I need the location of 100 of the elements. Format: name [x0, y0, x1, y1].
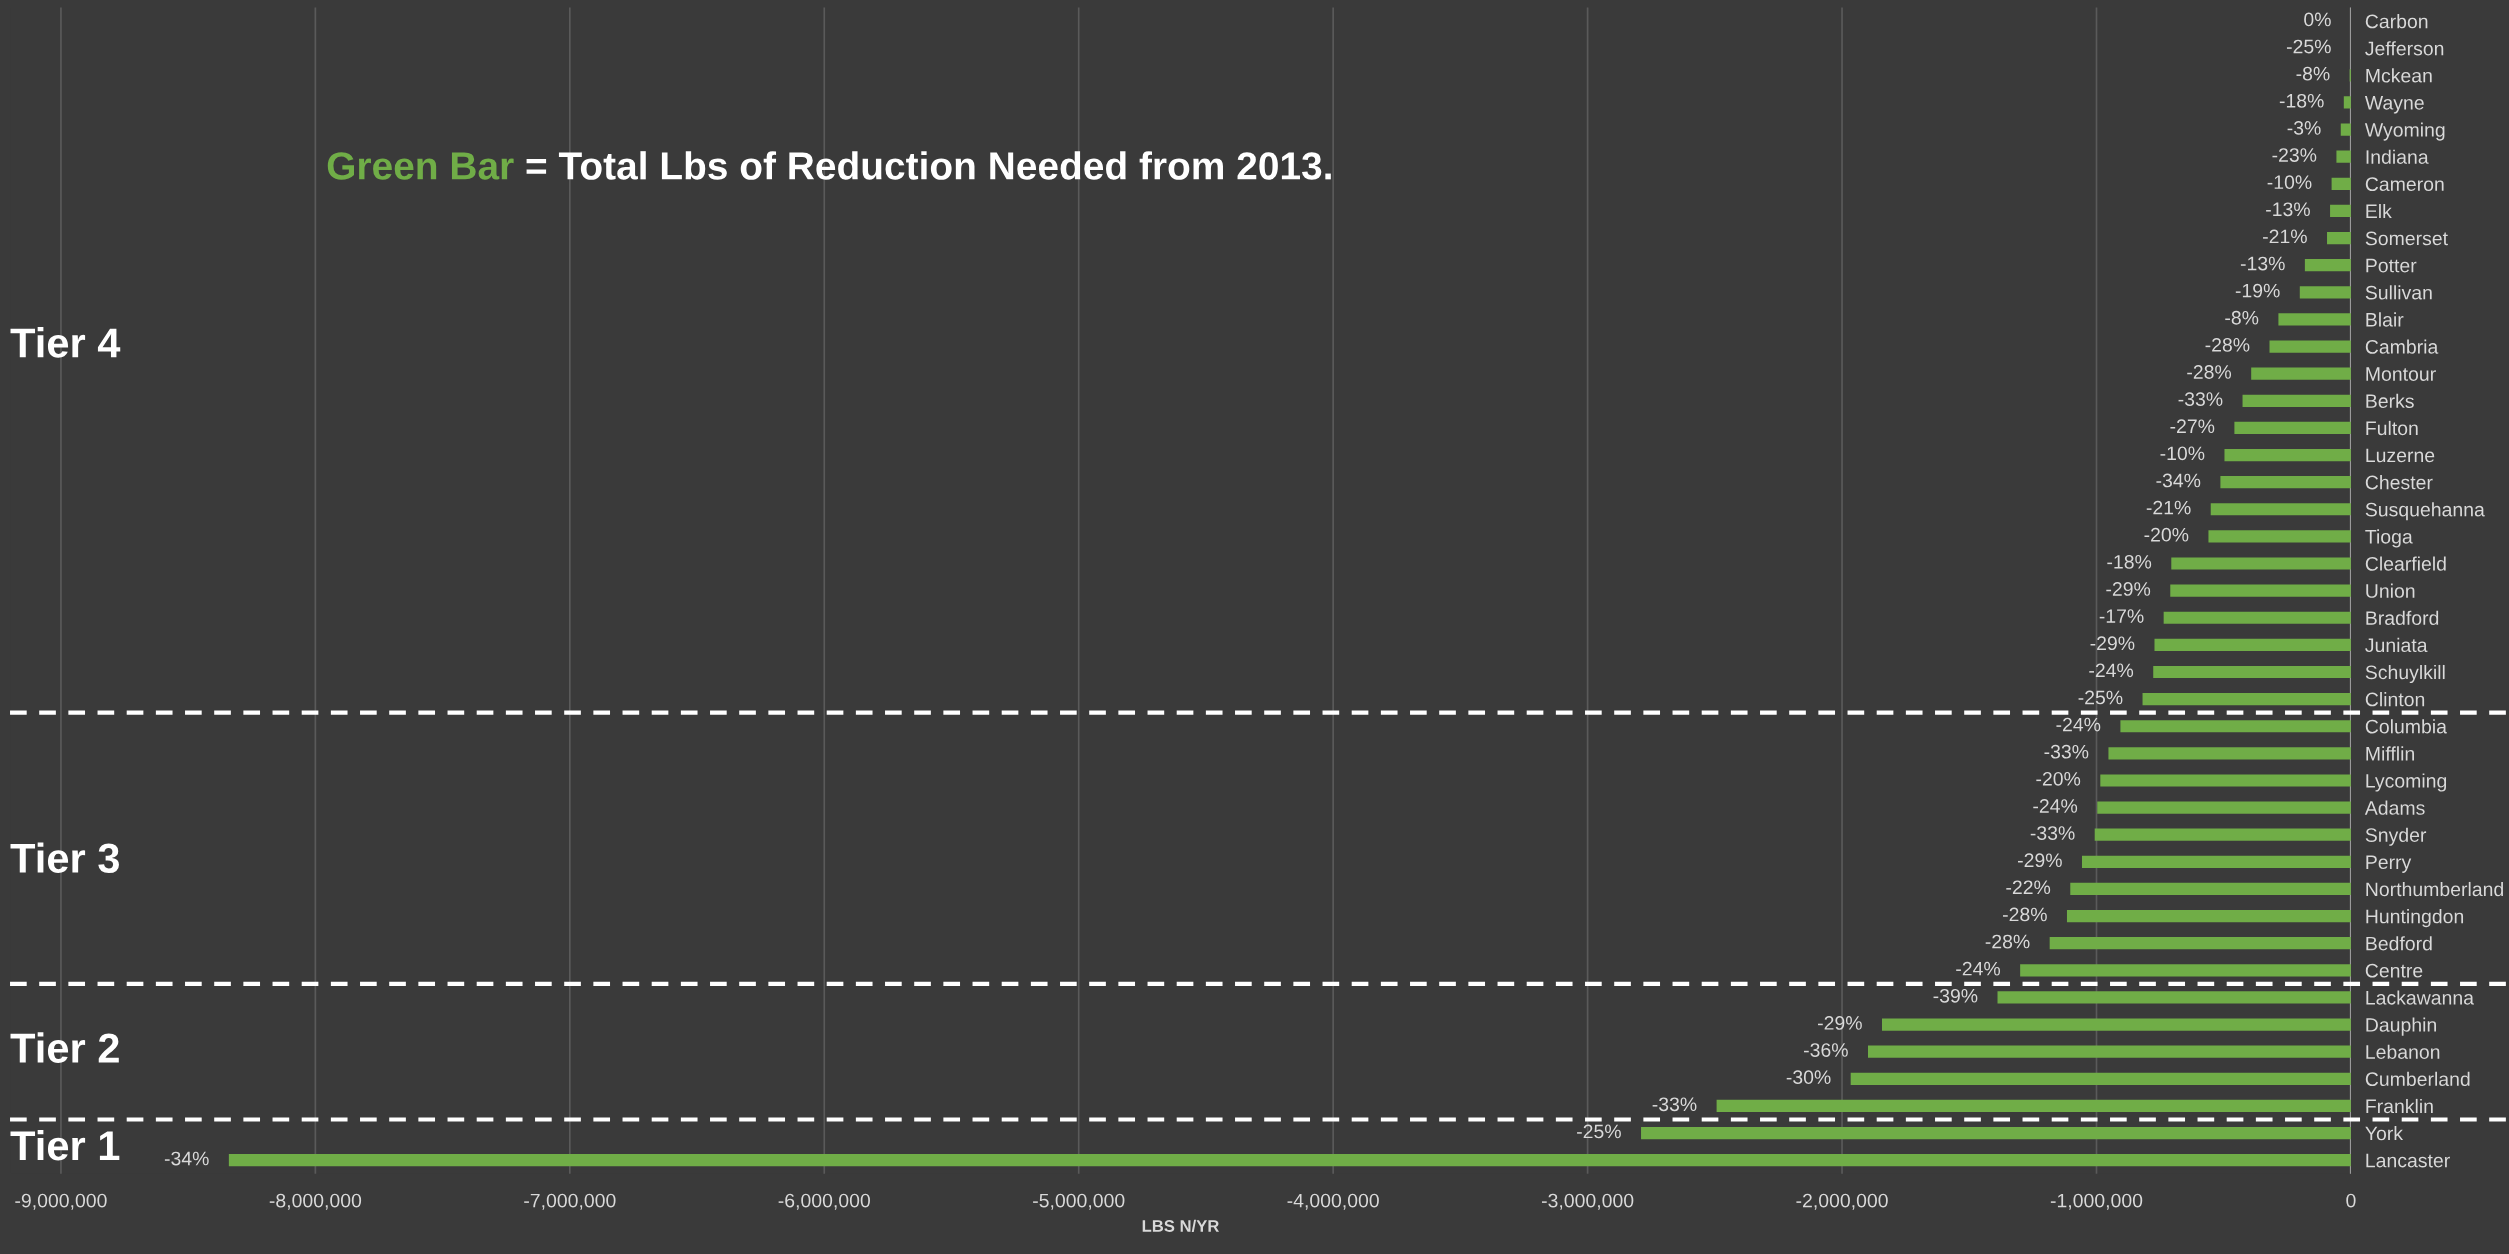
y-tick-label: Jefferson — [2365, 41, 2444, 56]
annotation: -24% — [2033, 799, 2078, 813]
annotation: -13% — [2266, 202, 2310, 217]
x-tick-label: 0 — [2346, 1193, 2356, 1208]
annotation: -25% — [1577, 1124, 1621, 1139]
annotation: -10% — [2160, 446, 2205, 461]
annotation: -34% — [2156, 473, 2201, 488]
annotation: -29% — [2090, 636, 2135, 651]
y-tick-label: Montour — [2366, 367, 2436, 381]
annotation: -21% — [2263, 229, 2307, 244]
y-tick-label: Cambria — [2365, 339, 2439, 354]
y-tick-label: Indiana — [2366, 149, 2429, 164]
y-tick-label: Northumberland — [2366, 881, 2503, 897]
annotation: -33% — [2044, 744, 2089, 759]
annotation: -29% — [2106, 582, 2151, 596]
annotation: -28% — [2205, 337, 2250, 352]
y-tick-label: Lackawanna — [2366, 990, 2475, 1005]
annotation: Tier 1 — [10, 1129, 120, 1161]
y-tick-label: Mifflin — [2366, 746, 2414, 761]
y-tick-label: Berks — [2366, 393, 2414, 409]
y-tick-label: Snyder — [2365, 827, 2427, 846]
annotation: -36% — [1804, 1043, 1848, 1057]
y-tick-label: Franklin — [2366, 1098, 2433, 1114]
y-tick-label: Luzerne — [2366, 448, 2435, 463]
annotation: -27% — [2170, 419, 2215, 434]
y-tick-label: Lycoming — [2366, 773, 2447, 792]
annotation: -21% — [2146, 500, 2191, 515]
annotation: -25% — [2078, 690, 2123, 705]
x-tick-label: -4,000,000 — [1287, 1193, 1379, 1210]
y-tick-label: Huntingdon — [2366, 909, 2464, 928]
y-tick-label: Adams — [2364, 800, 2425, 815]
y-tick-label: Elk — [2366, 203, 2392, 218]
annotation: -23% — [2272, 148, 2317, 162]
annotation: -28% — [2187, 365, 2232, 379]
annotation: -33% — [2178, 392, 2223, 406]
annotation: -8% — [2296, 66, 2330, 81]
annotation: -24% — [1956, 961, 2001, 976]
x-axis-title: LBS N/YR — [1142, 1219, 1220, 1233]
x-tick-label: -9,000,000 — [15, 1193, 107, 1210]
y-tick-label: Carbon — [2365, 14, 2428, 29]
annotation: = Total Lbs of Reduction Needed from 2013. — [526, 151, 1331, 180]
annotation: -17% — [2099, 609, 2144, 623]
annotation: -39% — [1933, 988, 1978, 1003]
y-tick-label: Bradford — [2366, 610, 2439, 625]
x-tick-label: -7,000,000 — [524, 1193, 616, 1210]
y-tick-label: Wyoming — [2364, 122, 2445, 141]
annotation: -18% — [2107, 554, 2152, 569]
annotation: -30% — [1786, 1070, 1831, 1085]
y-tick-label: Schuylkill — [2365, 664, 2445, 684]
x-tick-label: -6,000,000 — [778, 1193, 870, 1210]
y-tick-label: Cumberland — [2365, 1071, 2470, 1087]
y-tick-label: Mckean — [2366, 68, 2432, 83]
x-tick-label: -8,000,000 — [269, 1193, 362, 1210]
y-tick-label: Lebanon — [2366, 1044, 2440, 1059]
annotation: Tier 3 — [10, 842, 119, 874]
annotation: -34% — [164, 1151, 209, 1166]
annotation: Tier 2 — [10, 1032, 119, 1063]
annotation: -3% — [2287, 121, 2321, 135]
y-tick-label: Dauphin — [2366, 1017, 2436, 1036]
y-tick-label: Susquehanna — [2365, 502, 2485, 521]
y-tick-label: Bedford — [2366, 936, 2432, 951]
annotation: -29% — [2018, 853, 2062, 868]
annotation: -8% — [2225, 310, 2259, 325]
y-tick-label: Union — [2366, 583, 2415, 598]
annotation: -18% — [2279, 93, 2324, 108]
y-tick-label: Centre — [2365, 963, 2423, 978]
y-tick-label: York — [2365, 1126, 2404, 1141]
annotation: -20% — [2036, 771, 2081, 786]
annotation: -19% — [2235, 283, 2280, 298]
annotation: -20% — [2144, 527, 2189, 542]
annotation: -10% — [2267, 175, 2312, 190]
y-tick-label: Clinton — [2365, 692, 2425, 707]
y-tick-label: Juniata — [2365, 637, 2428, 653]
annotation: -29% — [1818, 1016, 1862, 1030]
annotation: -24% — [2056, 717, 2101, 732]
x-tick-label: -2,000,000 — [1796, 1193, 1888, 1210]
annotation: -28% — [1985, 934, 2030, 949]
y-tick-label: Sullivan — [2365, 285, 2432, 300]
annotation: -33% — [1652, 1097, 1697, 1112]
annotation: -28% — [2003, 907, 2047, 922]
annotation: Tier 4 — [10, 327, 121, 358]
y-tick-label: Chester — [2365, 475, 2433, 490]
annotation: Green Bar — [327, 152, 514, 180]
y-tick-label: Wayne — [2364, 96, 2424, 114]
y-tick-label: Cameron — [2365, 177, 2444, 192]
y-tick-label: Fulton — [2366, 420, 2418, 436]
annotation: -33% — [2030, 826, 2075, 840]
y-tick-label: Clearfield — [2365, 556, 2446, 571]
x-tick-label: -5,000,000 — [1033, 1193, 1125, 1210]
annotation: -24% — [2089, 663, 2134, 678]
annotation: -25% — [2286, 39, 2331, 54]
y-tick-label: Somerset — [2365, 231, 2448, 246]
x-tick-label: -1,000,000 — [2050, 1193, 2143, 1210]
annotation: -22% — [2006, 880, 2051, 895]
x-tick-label: -3,000,000 — [1541, 1193, 1634, 1210]
y-tick-label: Perry — [2366, 855, 2412, 873]
y-tick-label: Potter — [2366, 258, 2417, 273]
y-tick-label: Tioga — [2365, 529, 2413, 548]
annotation: -13% — [2240, 256, 2285, 271]
y-tick-label: Lancaster — [2366, 1153, 2450, 1168]
